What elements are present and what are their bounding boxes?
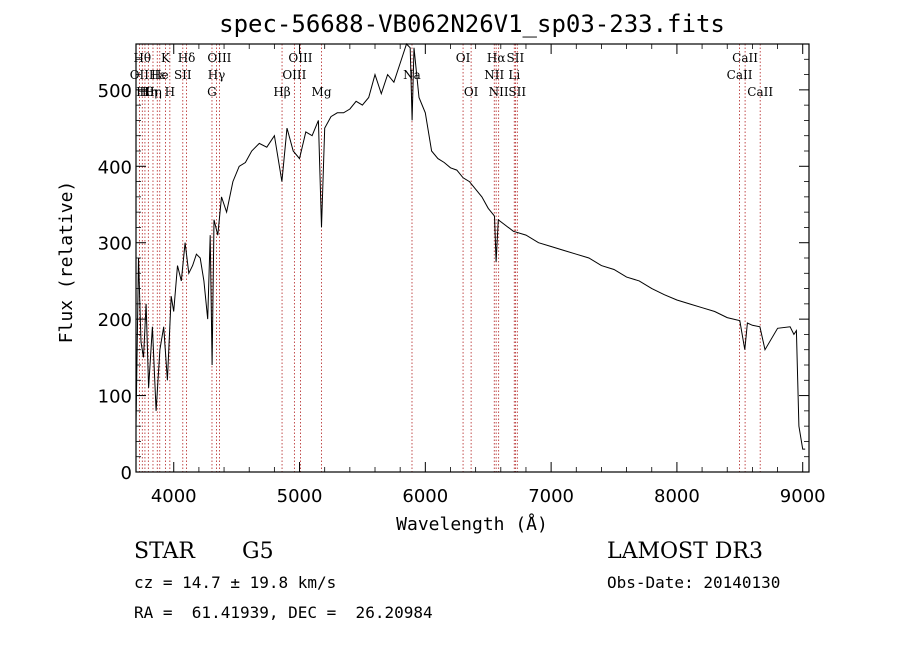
- coordinates-readout: RA = 61.41939, DEC = 26.20984: [134, 603, 433, 622]
- x-tick-label: 4000: [151, 486, 197, 507]
- line-marker-layer: [138, 44, 761, 472]
- line-marker-label: Hε: [149, 68, 166, 82]
- line-marker-label: NII: [489, 85, 509, 99]
- line-marker-label: OII: [130, 68, 150, 82]
- observation-date: Obs-Date: 20140130: [607, 573, 781, 592]
- line-marker-label: H: [165, 85, 175, 99]
- x-tick-label: 8000: [654, 486, 700, 507]
- line-marker-label: OI: [456, 51, 471, 65]
- x-tick-label: 7000: [528, 486, 574, 507]
- line-marker-label: SII: [507, 51, 525, 65]
- plot-frame: [135, 43, 810, 473]
- spectrum-line: [135, 43, 806, 450]
- line-marker-label: CaII: [727, 68, 753, 82]
- x-axis-label: Wavelength (Å): [396, 513, 548, 535]
- line-marker-label: Hθ: [133, 51, 151, 65]
- line-marker-label: SII: [508, 85, 526, 99]
- line-marker-label: SII: [174, 68, 192, 82]
- line-marker-label: Hη: [139, 85, 157, 99]
- y-tick-label: 400: [98, 157, 132, 178]
- survey-name: LAMOST DR3: [607, 539, 763, 564]
- line-marker-label: Li: [508, 68, 520, 82]
- x-tick-label: 9000: [780, 486, 826, 507]
- line-marker-label: He: [151, 68, 169, 82]
- line-marker-label-layer: OIIHθHθHηHηHεHeKHSIIHδGHγOIIIHβOIIIOIIIM…: [130, 51, 774, 99]
- line-marker-label: Na: [403, 68, 421, 82]
- y-tick-label: 200: [98, 310, 132, 331]
- line-marker-label: OIII: [282, 68, 306, 82]
- x-tick-label: 6000: [402, 486, 448, 507]
- line-marker-label: K: [161, 51, 171, 65]
- line-marker-label: NII: [484, 68, 504, 82]
- x-tick-label: 5000: [277, 486, 323, 507]
- line-marker-label: G: [207, 85, 217, 99]
- line-marker-label: Hα: [487, 51, 506, 65]
- line-marker-label: OIII: [288, 51, 312, 65]
- line-marker-label: Hγ: [208, 68, 226, 82]
- line-marker-label: Hθ: [136, 85, 154, 99]
- y-tick-label: 500: [98, 81, 132, 102]
- object-class: STAR: [134, 539, 195, 564]
- line-marker-label: OI: [464, 85, 479, 99]
- line-marker-label: Mg: [312, 85, 332, 99]
- y-tick-label: 300: [98, 234, 132, 255]
- object-subclass: G5: [242, 539, 274, 564]
- line-marker-label: CaII: [747, 85, 773, 99]
- line-marker-label: CaII: [732, 51, 758, 65]
- redshift-readout: cz = 14.7 ± 19.8 km/s: [134, 573, 337, 592]
- axis-ticks: 4000 5000 6000 7000 8000 9000 0 100 200 300 400 500: [98, 44, 826, 507]
- y-tick-label: 100: [98, 387, 132, 408]
- chart-title: spec-56688-VB062N26V1_sp03-233.fits: [219, 10, 725, 38]
- y-axis-label: Flux (relative): [56, 181, 77, 344]
- line-marker-label: Hη: [144, 85, 162, 99]
- line-marker-label: OIII: [207, 51, 231, 65]
- line-marker-label: Hβ: [273, 85, 290, 99]
- y-tick-label: 0: [121, 463, 132, 484]
- line-marker-label: Hδ: [178, 51, 196, 65]
